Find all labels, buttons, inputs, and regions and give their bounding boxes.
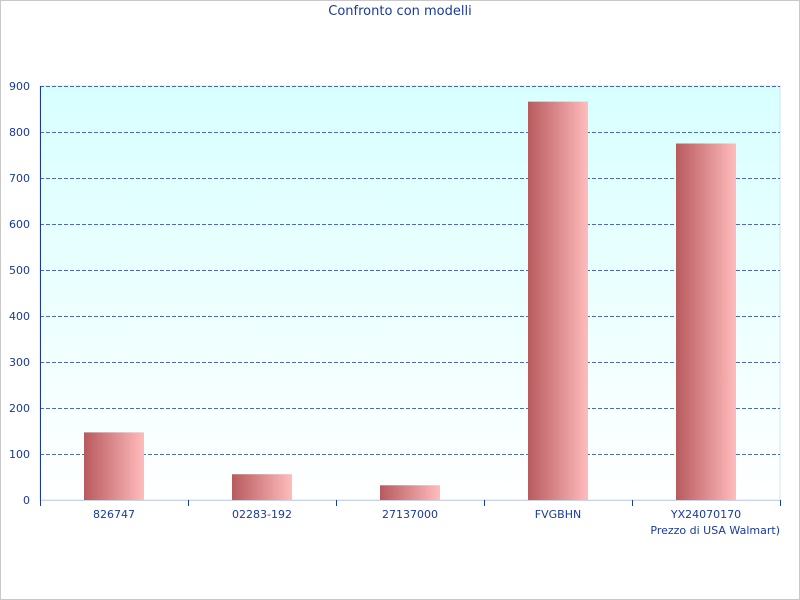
y-tick-label: 500 bbox=[9, 264, 30, 277]
axes bbox=[40, 86, 780, 506]
y-tick-label: 700 bbox=[9, 172, 30, 185]
plot-area bbox=[39, 85, 781, 501]
chart-title: Confronto con modelli bbox=[328, 4, 472, 19]
bar bbox=[380, 485, 440, 500]
x-tick-label: YX24070170 bbox=[670, 508, 741, 521]
bar bbox=[528, 101, 588, 500]
y-tick-label: 900 bbox=[9, 80, 30, 93]
y-tick-label: 200 bbox=[9, 402, 30, 415]
y-tick-label: 800 bbox=[9, 126, 30, 139]
x-axis-ticks: 826747 02283-192 27137000 FVGBHN YX24070170 bbox=[40, 500, 781, 521]
y-tick-label: 600 bbox=[9, 218, 30, 231]
y-tick-label: 100 bbox=[9, 448, 30, 461]
x-tick-label: 27137000 bbox=[382, 508, 438, 521]
bars bbox=[84, 101, 736, 500]
y-tick-label: 400 bbox=[9, 310, 30, 323]
x-tick-label: FVGBHN bbox=[535, 508, 581, 521]
grid-lines bbox=[40, 86, 780, 455]
x-axis-label: Prezzo di USA Walmart) bbox=[650, 524, 780, 537]
bar bbox=[676, 143, 736, 500]
plot-background bbox=[39, 85, 781, 501]
y-tick-label: 0 bbox=[23, 494, 30, 507]
y-axis-ticks: 0 100 200 300 400 500 600 700 800 900 bbox=[9, 80, 30, 507]
x-tick-label: 02283-192 bbox=[232, 508, 292, 521]
x-tick-label: 826747 bbox=[93, 508, 135, 521]
bar bbox=[84, 432, 144, 500]
bar bbox=[232, 474, 292, 500]
y-tick-label: 300 bbox=[9, 356, 30, 369]
